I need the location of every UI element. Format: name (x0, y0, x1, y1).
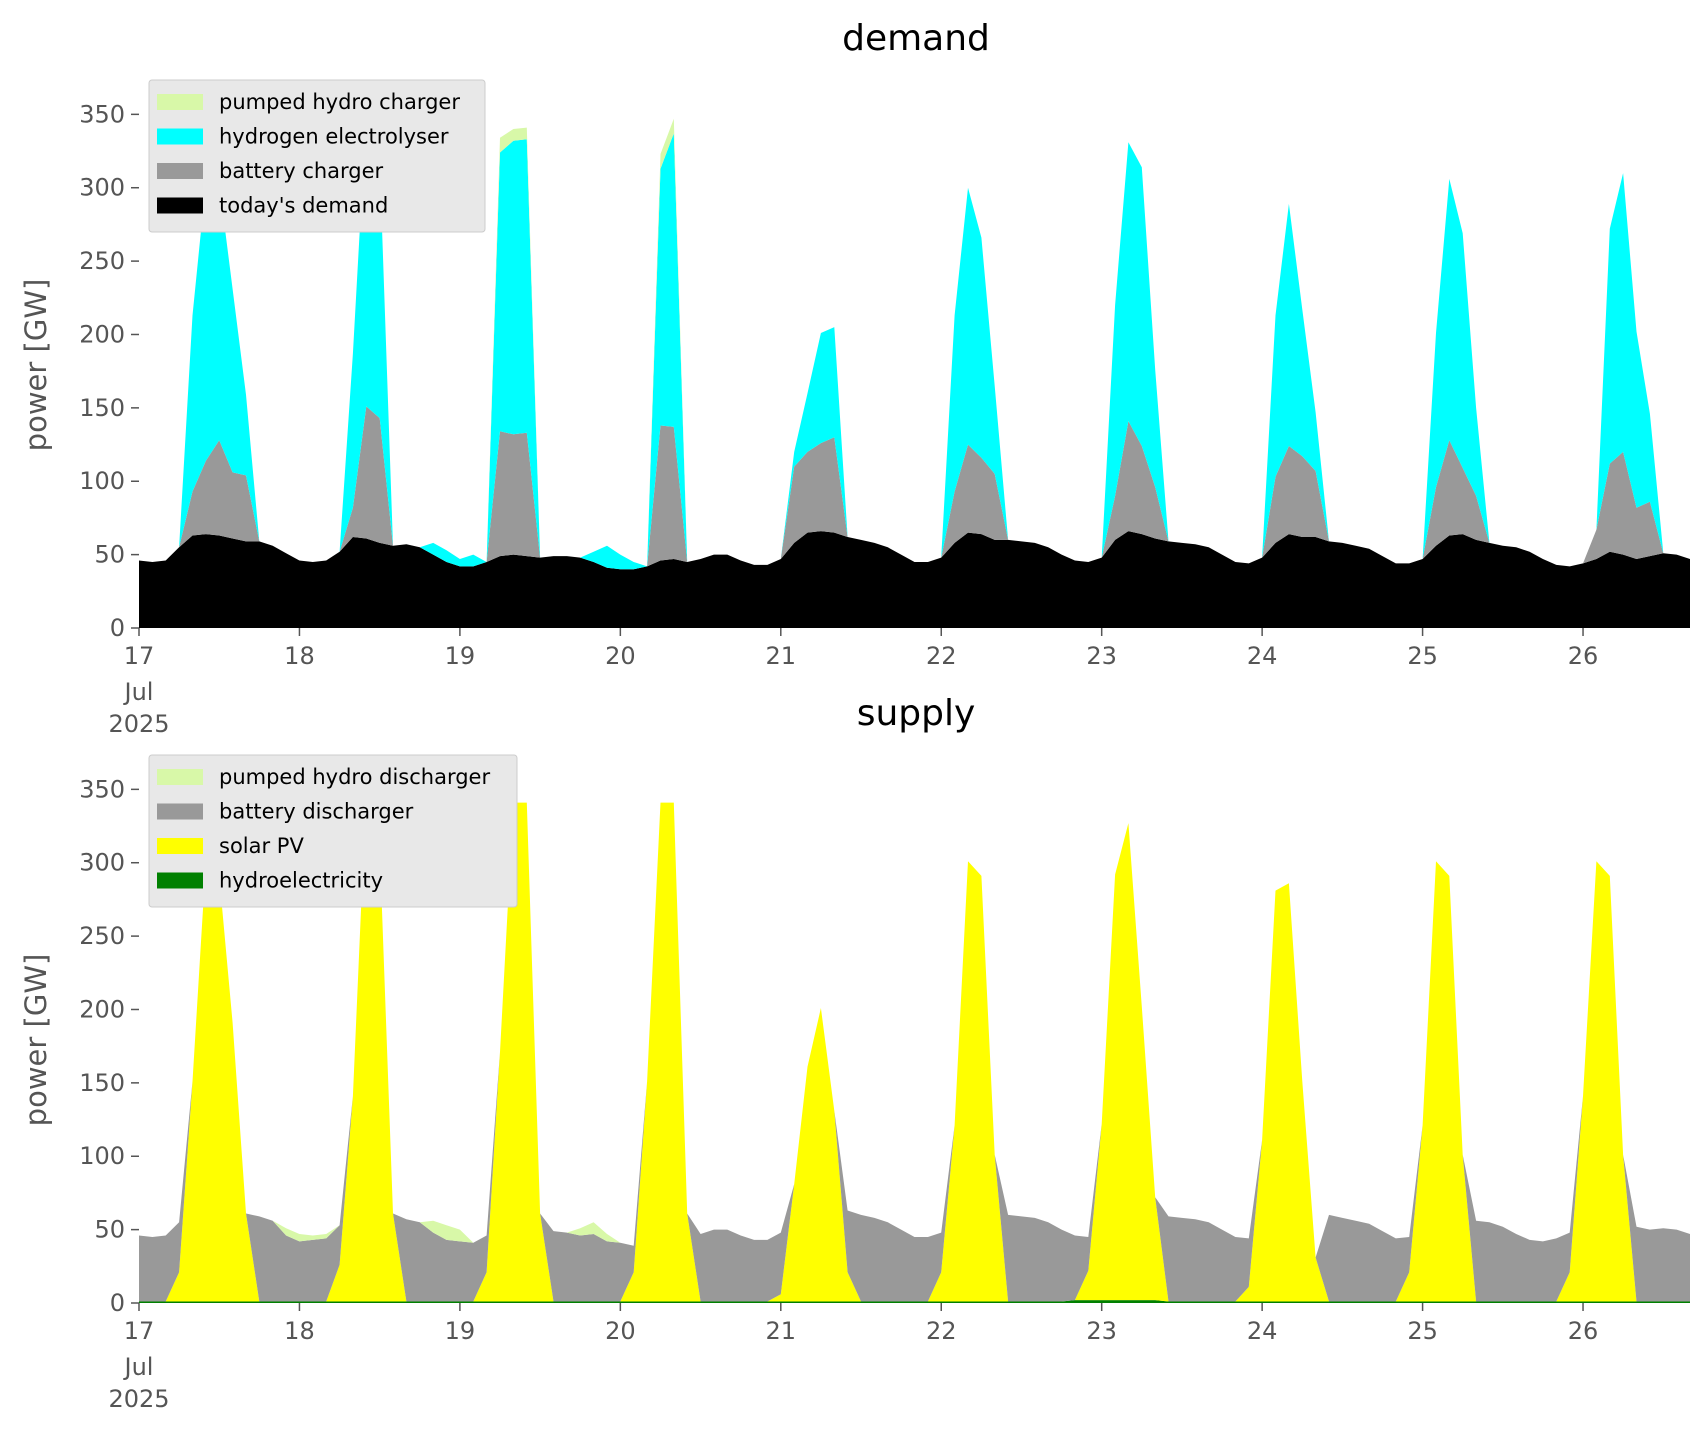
x-tick-label: 19 (445, 1317, 476, 1345)
y-tick-label: 200 (79, 995, 125, 1023)
legend-label: battery discharger (219, 800, 414, 824)
y-axis-label: power [GW] (19, 279, 53, 452)
y-tick-label: 50 (94, 1216, 125, 1244)
x-tick-label: 26 (1568, 642, 1599, 670)
y-tick-label: 300 (79, 849, 125, 877)
x-tick-label: 25 (1407, 642, 1438, 670)
chart-title: supply (857, 693, 976, 734)
x-tick-label: 25 (1407, 1317, 1438, 1345)
area-series (139, 1300, 1690, 1303)
legend-label: solar PV (219, 834, 304, 858)
legend-label: battery charger (219, 159, 384, 183)
y-axis: 0 50 100 150 200 250 300 350 (79, 775, 139, 1317)
stacked-areas (139, 112, 1690, 628)
y-tick-label: 0 (110, 614, 125, 642)
chart-title: demand (842, 18, 990, 59)
x-tick-label: 21 (766, 642, 797, 670)
y-tick-label: 250 (79, 922, 125, 950)
legend-label: pumped hydro discharger (219, 765, 490, 789)
x-tick-label: 23 (1086, 1317, 1117, 1345)
area-series (139, 112, 1690, 570)
x-tick-label: 22 (926, 1317, 957, 1345)
x-tick-label: 24 (1247, 642, 1278, 670)
area-series (139, 787, 1690, 1302)
area-series (139, 787, 1690, 1302)
legend-label: hydrogen electrolyser (219, 125, 449, 149)
x-tick-label: 23 (1086, 642, 1117, 670)
legend-swatch (157, 769, 203, 785)
y-tick-label: 100 (79, 467, 125, 495)
legend-label: hydroelectricity (219, 869, 383, 893)
y-tick-label: 200 (79, 320, 125, 348)
y-tick-label: 100 (79, 1142, 125, 1170)
y-tick-label: 350 (79, 100, 125, 128)
y-tick-label: 50 (94, 541, 125, 569)
y-tick-label: 250 (79, 247, 125, 275)
legend-swatch (157, 128, 203, 145)
y-tick-label: 300 (79, 174, 125, 202)
stacked-areas (139, 787, 1690, 1303)
x-tick-label: 19 (445, 642, 476, 670)
x-tick-label: 22 (926, 642, 957, 670)
x-tick-label: 20 (605, 642, 636, 670)
legend-label: today's demand (219, 194, 388, 218)
legend-swatch (157, 163, 203, 179)
x-date-label: Jul (123, 678, 154, 706)
y-tick-label: 0 (110, 1289, 125, 1317)
y-tick-label: 350 (79, 775, 125, 803)
legend-label: pumped hydro charger (219, 90, 460, 114)
legend-swatch (157, 803, 203, 820)
legend: pumped hydro discharger battery discharge… (148, 754, 518, 908)
legend-box (148, 79, 486, 233)
supply-chart: supply power [GW] 050100150200250300350 … (19, 693, 1690, 1413)
legend-swatch (157, 872, 203, 889)
legend-swatch (157, 197, 203, 214)
x-tick-label: 24 (1247, 1317, 1278, 1345)
legend-swatch (157, 838, 203, 854)
x-tick-label: 20 (605, 1317, 636, 1345)
y-tick-label: 150 (79, 394, 125, 422)
x-date-label: Jul (123, 1353, 154, 1381)
x-tick-label: 17 (124, 642, 155, 670)
x-date-label: 2025 (108, 710, 169, 738)
x-tick-label: 18 (284, 1317, 315, 1345)
x-date-label: 2025 (108, 1385, 169, 1413)
x-axis: 17 18 19 20 21 22 23 24 25 26 Jul 2025 (108, 1303, 1599, 1413)
legend-box (148, 754, 518, 908)
legend: pumped hydro charger hydrogen electrolyse… (148, 79, 486, 233)
x-axis: 17 18 19 20 21 22 23 24 25 26 Jul 2025 (108, 628, 1599, 738)
x-tick-label: 26 (1568, 1317, 1599, 1345)
area-series (139, 406, 1690, 570)
y-axis-label: power [GW] (19, 954, 53, 1127)
demand-chart: demand power [GW] 050100150200250300350 … (19, 18, 1690, 738)
area-series (139, 531, 1690, 628)
legend-swatch (157, 94, 203, 110)
y-tick-label: 150 (79, 1069, 125, 1097)
x-tick-label: 18 (284, 642, 315, 670)
x-tick-label: 21 (766, 1317, 797, 1345)
x-tick-label: 17 (124, 1317, 155, 1345)
y-axis: 0 50 100 150 200 250 300 350 (79, 100, 139, 642)
